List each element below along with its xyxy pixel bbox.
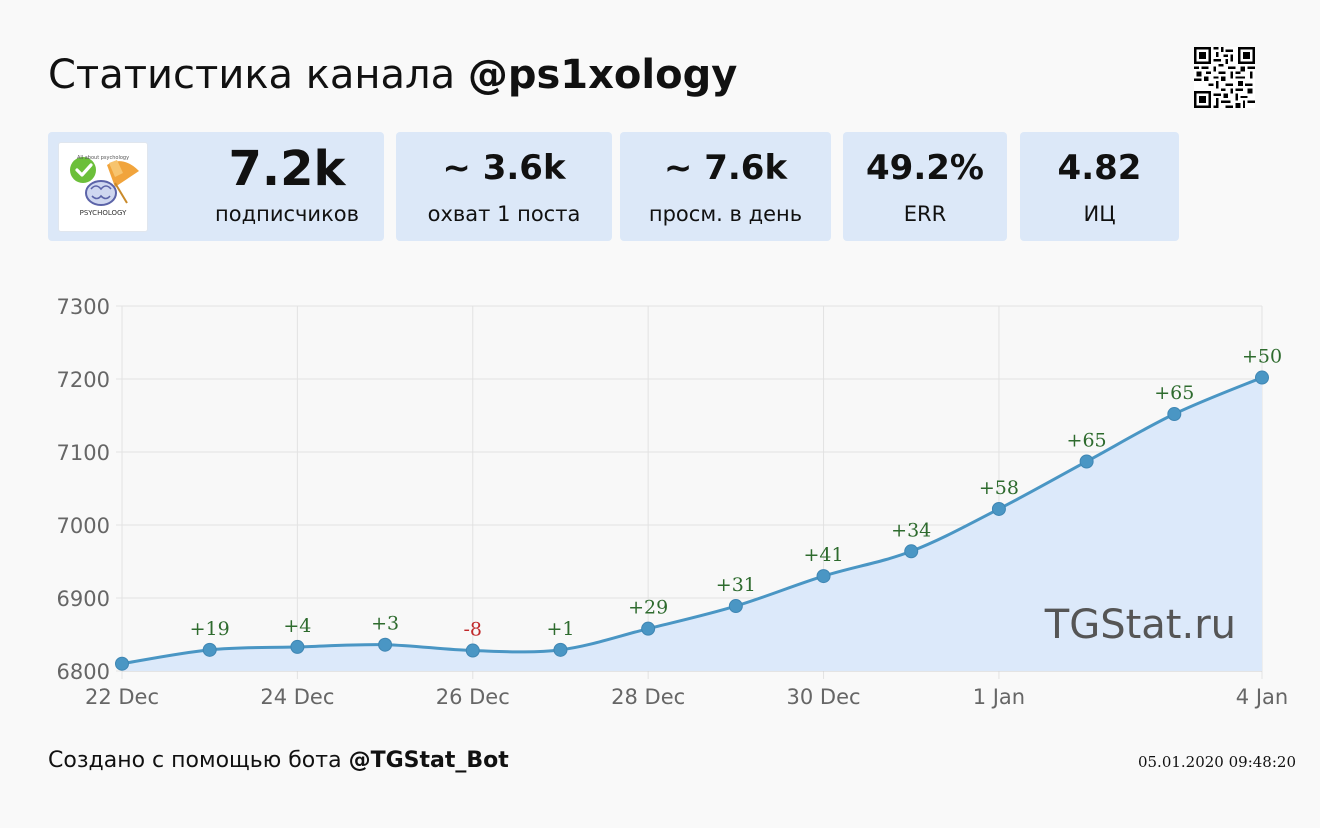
data-label-9: +34 <box>891 519 931 541</box>
qr-code-icon[interactable] <box>1194 47 1255 108</box>
data-label-3: +3 <box>371 613 399 635</box>
tgstat-watermark: TGStat.ru <box>1044 602 1236 648</box>
y-tick-label: 7300 <box>57 295 110 319</box>
x-tick-label: 1 Jan <box>973 685 1025 709</box>
data-point-5 <box>553 642 568 657</box>
stat-value: ~ 3.6k <box>442 148 566 188</box>
x-tick-label: 4 Jan <box>1236 685 1288 709</box>
stat-value: ~ 7.6k <box>663 148 788 188</box>
data-label-10: +58 <box>979 477 1019 499</box>
data-point-10 <box>991 501 1006 516</box>
data-label-7: +31 <box>716 574 756 596</box>
stat-value: 7.2k <box>228 141 346 197</box>
stat-card-subscribers: All about psychology PSYCHOLOGY 7.2k под… <box>48 132 384 241</box>
title-prefix: Статистика канала <box>48 52 456 98</box>
y-tick-label: 7200 <box>57 368 110 392</box>
y-tick-label: 6800 <box>57 660 110 684</box>
bot-link[interactable]: @TGStat_Bot <box>348 748 509 773</box>
data-point-0 <box>115 656 129 671</box>
data-point-7 <box>728 599 743 614</box>
x-tick-label: 26 Dec <box>436 685 510 709</box>
logo-name: PSYCHOLOGY <box>80 209 127 217</box>
data-point-4 <box>465 643 480 658</box>
logo-top-text: All about psychology <box>77 155 129 161</box>
footer-prefix: Создано с помощью бота <box>48 748 342 773</box>
x-tick-label: 30 Dec <box>787 685 861 709</box>
data-label-5: +1 <box>546 618 574 640</box>
data-point-11 <box>1079 454 1094 469</box>
channel-handle[interactable]: @ps1xology <box>467 52 738 98</box>
y-tick-label: 7100 <box>57 441 110 465</box>
generated-timestamp: 05.01.2020 09:48:20 <box>1137 753 1296 771</box>
x-tick-label: 22 Dec <box>85 685 159 709</box>
page-title: Статистика канала @ps1xology <box>48 50 737 100</box>
x-tick-label: 28 Dec <box>611 685 685 709</box>
stat-label: подписчиков <box>215 202 359 226</box>
data-point-12 <box>1167 407 1182 422</box>
stat-card-err: 49.2% ERR <box>843 132 1007 241</box>
data-label-2: +4 <box>283 615 311 637</box>
data-point-13 <box>1255 370 1269 385</box>
channel-avatar: All about psychology PSYCHOLOGY <box>58 142 148 232</box>
y-tick-label: 6900 <box>57 587 110 611</box>
brain-umbrella-check-icon: All about psychology PSYCHOLOGY <box>70 155 139 217</box>
stat-label: охват 1 поста <box>427 202 581 226</box>
data-label-11: +65 <box>1067 429 1107 451</box>
stat-card-ic: 4.82 ИЦ <box>1020 132 1179 241</box>
stat-label: просм. в день <box>648 202 803 226</box>
data-point-9 <box>904 544 919 559</box>
data-point-3 <box>378 637 393 652</box>
data-label-12: +65 <box>1154 382 1194 404</box>
data-point-8 <box>816 569 831 584</box>
stat-card-daily-views: ~ 7.6k просм. в день <box>620 132 831 241</box>
stat-card-reach: ~ 3.6k охват 1 поста <box>396 132 612 241</box>
stat-value: 49.2% <box>866 148 984 188</box>
chart-series-line <box>121 376 1263 666</box>
data-point-6 <box>641 621 656 636</box>
y-tick-label: 7000 <box>57 514 110 538</box>
data-label-1: +19 <box>190 618 230 640</box>
chart-area-fill <box>122 377 1262 671</box>
data-label-13: +50 <box>1242 346 1282 368</box>
stat-label: ИЦ <box>1083 202 1116 226</box>
data-label-6: +29 <box>628 597 668 619</box>
data-point-2 <box>290 639 305 654</box>
data-label-8: +41 <box>803 544 843 566</box>
data-point-1 <box>202 642 217 657</box>
stat-value: 4.82 <box>1057 148 1142 188</box>
stat-label: ERR <box>903 202 947 226</box>
footer-credit: Создано с помощью бота @TGStat_Bot <box>48 746 509 776</box>
x-tick-label: 24 Dec <box>260 685 334 709</box>
data-label-4: -8 <box>464 619 483 641</box>
